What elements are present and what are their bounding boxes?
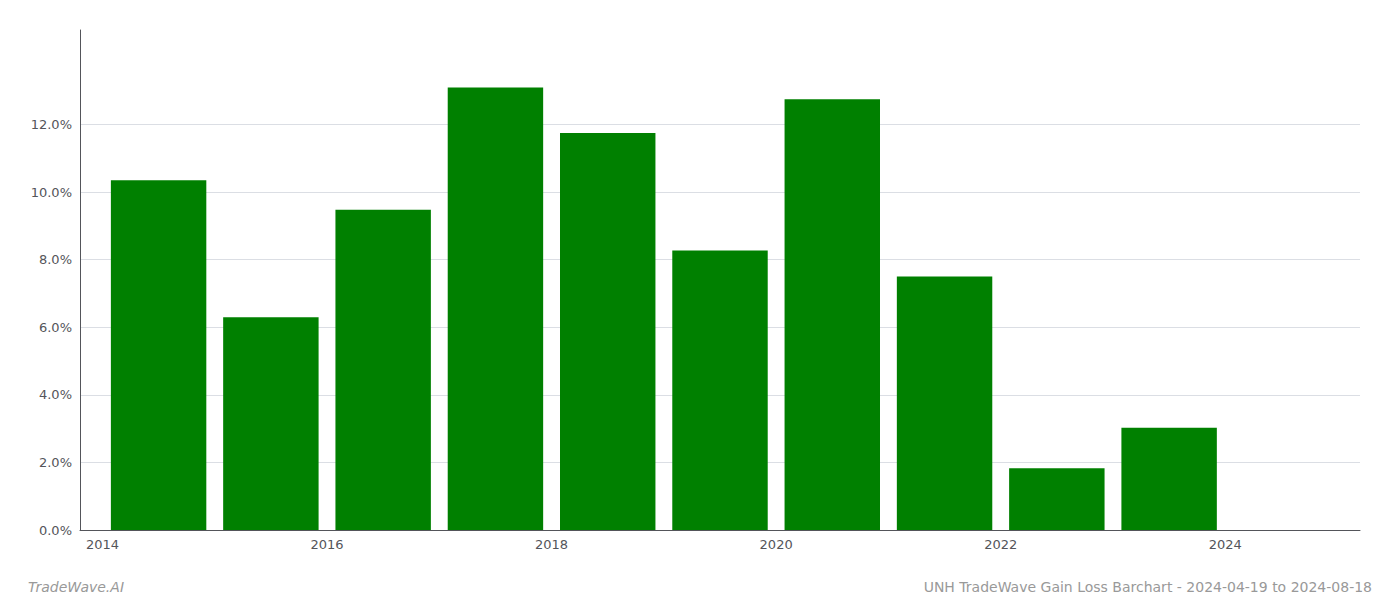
svg-text:2.0%: 2.0% [39, 455, 72, 470]
svg-text:2016: 2016 [310, 537, 343, 552]
svg-text:2018: 2018 [535, 537, 568, 552]
svg-text:UNH TradeWave Gain Loss Barcha: UNH TradeWave Gain Loss Barchart - 2024-… [924, 579, 1372, 595]
svg-text:0.0%: 0.0% [39, 523, 72, 538]
svg-text:2014: 2014 [86, 537, 119, 552]
svg-text:TradeWave.AI: TradeWave.AI [28, 579, 124, 595]
svg-text:6.0%: 6.0% [39, 320, 72, 335]
svg-text:8.0%: 8.0% [39, 252, 72, 267]
svg-text:2020: 2020 [760, 537, 793, 552]
svg-text:2022: 2022 [984, 537, 1017, 552]
svg-text:12.0%: 12.0% [31, 117, 72, 132]
svg-text:10.0%: 10.0% [31, 185, 72, 200]
svg-text:4.0%: 4.0% [39, 387, 72, 402]
svg-text:2024: 2024 [1209, 537, 1242, 552]
